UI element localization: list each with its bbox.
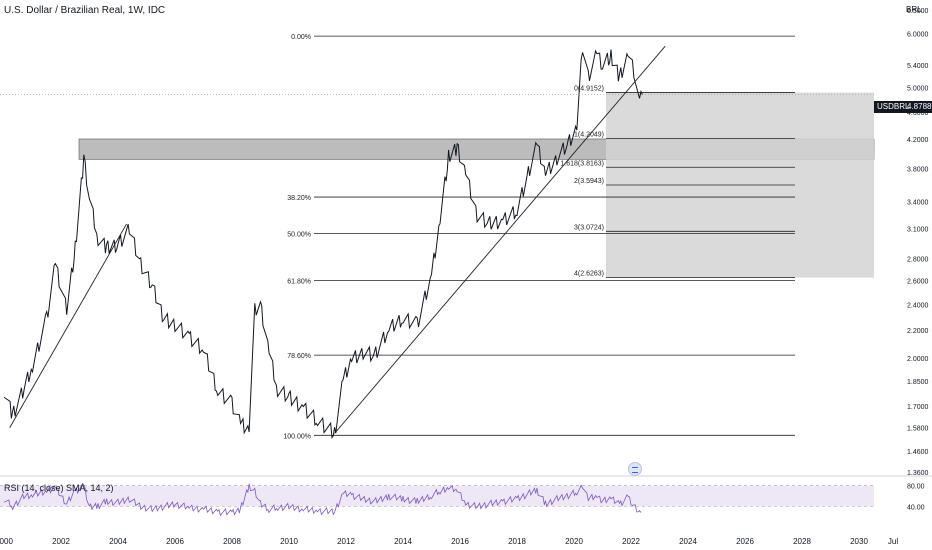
fib-label: 100.00% bbox=[283, 433, 311, 440]
fibonacci-retracement: 0.00% 38.20% 50.00% 61.80% 78.60% 100.00% bbox=[283, 34, 795, 440]
ext-label: 2(3.5943) bbox=[574, 178, 604, 185]
y-tick-label: 4.2000 bbox=[907, 137, 929, 144]
x-tick-label: 2004 bbox=[109, 537, 127, 546]
fib-label: 0.00% bbox=[291, 34, 311, 41]
rsi-indicator-label[interactable]: RSI (14, close) SMA, 14, 2) bbox=[4, 483, 114, 493]
price-line bbox=[3, 49, 643, 439]
price-series bbox=[3, 49, 643, 439]
ext-label: 1.618(3.8163) bbox=[560, 160, 604, 167]
rsi-line bbox=[3, 482, 642, 517]
y-tick-label: 2.4000 bbox=[907, 302, 929, 309]
y-tick-label: 1.8500 bbox=[907, 379, 929, 386]
y-tick-label: 2.6000 bbox=[907, 279, 929, 286]
x-tick-label: Jul bbox=[888, 537, 898, 546]
ext-label: 0(4.9152) bbox=[574, 86, 604, 93]
price-axis: 6.5000 6.0000 5.4000 5.0000 4.6000 4.2000 3.80… bbox=[907, 8, 929, 477]
y-tick-label: 3.4000 bbox=[907, 199, 929, 206]
x-tick-label: 2002 bbox=[52, 537, 70, 546]
fib-label: 38.20% bbox=[287, 195, 311, 202]
y-tick-label: 2.0000 bbox=[907, 356, 929, 363]
x-tick-label: 2010 bbox=[280, 537, 298, 546]
trendlines bbox=[9, 45, 666, 434]
x-tick-label: 2022 bbox=[622, 537, 640, 546]
y-tick-label: 2.2000 bbox=[907, 328, 929, 335]
trendline bbox=[334, 45, 666, 434]
fib-label: 50.00% bbox=[287, 231, 311, 238]
x-tick-label: 2012 bbox=[337, 537, 355, 546]
y-tick-label: 4.6000 bbox=[907, 110, 929, 117]
fib-label: 61.80% bbox=[287, 279, 311, 286]
y-tick-label: 2.8000 bbox=[907, 257, 929, 264]
x-tick-label: 2028 bbox=[793, 537, 811, 546]
ext-label: 3(3.0724) bbox=[574, 224, 604, 231]
x-tick-label: 2024 bbox=[679, 537, 697, 546]
x-tick-label: 2018 bbox=[508, 537, 526, 546]
x-tick-label: 2006 bbox=[166, 537, 184, 546]
y-tick-label: 1.4600 bbox=[907, 449, 929, 456]
x-tick-label: 2014 bbox=[394, 537, 412, 546]
currency-label: BRL bbox=[906, 5, 922, 14]
x-tick-label: 2020 bbox=[565, 537, 583, 546]
y-tick-label: 3.1000 bbox=[907, 227, 929, 234]
rsi-level-label: 80.00 bbox=[907, 484, 925, 491]
rsi-level-label: 40.00 bbox=[907, 504, 925, 511]
y-tick-label: 6.5000 bbox=[907, 8, 929, 15]
fib-label: 78.60% bbox=[287, 353, 311, 360]
y-tick-label: 3.8000 bbox=[907, 167, 929, 174]
x-tick-label: 2000 bbox=[0, 537, 13, 546]
y-tick-label: 6.0000 bbox=[907, 32, 929, 39]
x-tick-label: 2030 bbox=[850, 537, 868, 546]
y-tick-label: 5.0000 bbox=[907, 85, 929, 92]
tradingview-logo-icon[interactable] bbox=[628, 462, 642, 476]
y-tick-label: 5.4000 bbox=[907, 63, 929, 70]
x-tick-label: 2026 bbox=[736, 537, 754, 546]
trendline bbox=[9, 223, 127, 428]
ext-label: 4(2.6263) bbox=[574, 271, 604, 278]
ticker-price: 4.8788 bbox=[907, 102, 932, 111]
ticker-symbol: USDBRL bbox=[877, 102, 910, 111]
chart-title: U.S. Dollar / Brazilian Real, 1W, IDC bbox=[4, 5, 166, 16]
y-tick-label: 1.3600 bbox=[907, 470, 929, 477]
y-tick-label: 1.7000 bbox=[907, 404, 929, 411]
price-tag: USDBRL 4.8788 bbox=[874, 101, 932, 113]
y-tick-label: 1.5800 bbox=[907, 426, 929, 433]
rsi-band bbox=[0, 485, 874, 507]
x-tick-label: 2008 bbox=[223, 537, 241, 546]
x-tick-label: 2016 bbox=[451, 537, 469, 546]
time-axis: 2000 2002 2004 2006 2008 2010 2012 2014 2016 2018… bbox=[0, 537, 898, 546]
rsi-pane: 80.00 40.00 bbox=[0, 475, 932, 517]
